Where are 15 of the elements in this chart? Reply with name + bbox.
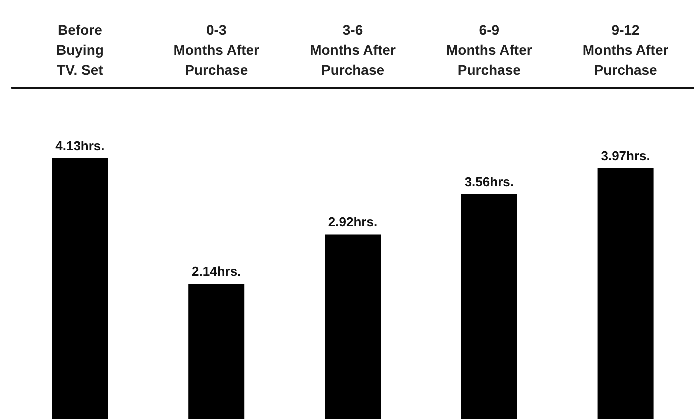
bar bbox=[325, 234, 381, 419]
bar bbox=[461, 194, 518, 419]
data-label: 4.13hrs. bbox=[56, 138, 105, 154]
bar bbox=[52, 158, 108, 419]
x-tick-label: 6-9 Months After Purchase bbox=[446, 22, 533, 78]
data-label: 2.14hrs. bbox=[192, 264, 242, 279]
bar bbox=[188, 284, 245, 419]
x-tick-label: 3-6 Months After Purchase bbox=[310, 22, 396, 78]
x-tick-label: 0-3 Months After Purchase bbox=[174, 22, 260, 78]
x-tick-label: Before Buying TV. Set bbox=[56, 22, 104, 78]
bar bbox=[598, 168, 654, 419]
data-label: 3.56hrs. bbox=[464, 174, 514, 190]
data-label: 3.97hrs. bbox=[601, 148, 650, 164]
data-label: 2.92hrs. bbox=[328, 214, 378, 230]
x-tick-label: 9-12 Months After Purchase bbox=[582, 22, 670, 78]
